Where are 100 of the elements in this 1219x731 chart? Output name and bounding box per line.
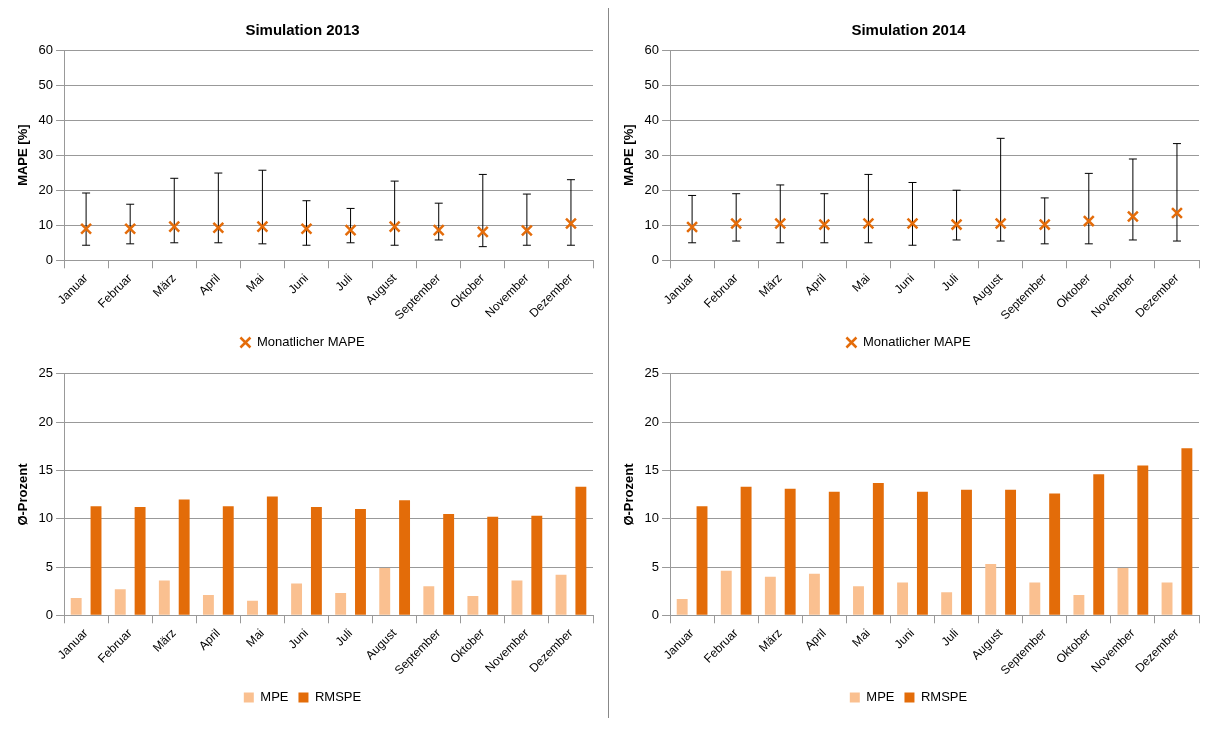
- y-tick-label: 30: [644, 146, 660, 162]
- y-tick-label: 20: [38, 181, 54, 197]
- point: [774, 217, 787, 230]
- bar: [1137, 465, 1149, 615]
- y-axis-title: MAPE [%]: [15, 124, 31, 186]
- y-tick-label: 50: [644, 76, 660, 92]
- bar: [158, 580, 170, 615]
- bar: [720, 570, 732, 615]
- x-tick-label: Mai: [849, 625, 873, 650]
- y-tick-label: 10: [644, 510, 660, 526]
- point: [256, 220, 269, 233]
- bar: [784, 488, 796, 615]
- point: [818, 218, 831, 231]
- bar: [202, 595, 214, 615]
- x-tick-label: Juli: [938, 625, 962, 649]
- point: [1082, 214, 1095, 228]
- point: [212, 221, 225, 234]
- y-axis-title: MAPE [%]: [621, 124, 637, 186]
- bar: [916, 491, 928, 615]
- y-tick-label: 20: [644, 413, 660, 429]
- y-axis-title: Ø-Prozent: [621, 462, 637, 526]
- point: [168, 220, 181, 233]
- bar: [828, 491, 840, 615]
- point: [520, 224, 534, 237]
- point: [476, 225, 489, 239]
- y-tick-label: 0: [45, 251, 54, 267]
- legend-label: RMSPE: [314, 689, 362, 705]
- bar: [764, 576, 776, 615]
- bar: [423, 586, 435, 615]
- y-tick-label: 40: [38, 111, 54, 127]
- bar: [575, 486, 587, 615]
- bar: [872, 482, 884, 615]
- bar: [310, 507, 322, 615]
- legend-label: Monatlicher MAPE: [256, 334, 365, 350]
- point: [862, 217, 875, 230]
- bar: [487, 516, 499, 615]
- y-tick-label: 60: [644, 41, 660, 57]
- y-tick-label: 10: [38, 216, 54, 232]
- y-tick-label: 0: [651, 606, 660, 622]
- bar: [531, 515, 543, 615]
- y-tick-label: 25: [644, 365, 660, 381]
- bar: [897, 582, 909, 615]
- bar: [808, 573, 820, 615]
- bar: [355, 509, 366, 615]
- bar: [1117, 567, 1129, 615]
- point: [388, 220, 401, 233]
- bar: [1181, 448, 1193, 615]
- point: [79, 222, 93, 235]
- bar: [178, 499, 190, 615]
- bar: [114, 589, 126, 615]
- point: [994, 217, 1007, 230]
- legend-label: MPE: [260, 689, 289, 705]
- x-tick-label: Juli: [332, 270, 356, 294]
- x-tick-label: Juli: [938, 270, 962, 294]
- bar: [1005, 489, 1017, 615]
- bar: [853, 586, 864, 615]
- point: [1038, 218, 1051, 231]
- bar: [70, 597, 82, 615]
- y-tick-label: 60: [38, 41, 54, 57]
- bar: [266, 496, 278, 615]
- y-tick-label: 20: [644, 181, 660, 197]
- bar: [134, 507, 146, 615]
- bar: [467, 595, 479, 615]
- point: [300, 222, 313, 235]
- bar: [555, 574, 567, 615]
- bar: [961, 489, 972, 615]
- point: [432, 223, 445, 237]
- bar: [985, 564, 997, 615]
- y-tick-label: 0: [45, 606, 54, 622]
- point: [344, 223, 357, 237]
- y-tick-label: 20: [38, 413, 54, 429]
- y-tick-label: 15: [38, 461, 54, 477]
- y-axis-title: Ø-Prozent: [15, 462, 31, 526]
- bar: [90, 506, 102, 615]
- x-tick-label: Mai: [243, 270, 267, 295]
- y-tick-label: 30: [38, 146, 54, 162]
- legend-label: MPE: [866, 689, 895, 705]
- y-tick-label: 40: [644, 111, 660, 127]
- bar: [511, 580, 523, 615]
- y-tick-label: 25: [38, 365, 54, 381]
- y-tick-label: 15: [644, 461, 660, 477]
- legend-label: RMSPE: [920, 689, 968, 705]
- y-tick-label: 10: [644, 216, 660, 232]
- bar: [379, 567, 391, 615]
- bar: [696, 506, 708, 615]
- x-tick-label: Mai: [849, 270, 873, 295]
- bar: [291, 583, 303, 615]
- bar: [740, 486, 752, 615]
- chart-title: Simulation 2013: [245, 21, 360, 39]
- x-tick-label: Mai: [243, 625, 267, 650]
- bar: [247, 600, 258, 615]
- bar: [1029, 582, 1041, 615]
- point: [906, 217, 919, 230]
- bar: [1073, 595, 1085, 615]
- chart-title: Simulation 2014: [851, 21, 967, 39]
- point: [685, 220, 699, 234]
- legend-label: Monatlicher MAPE: [862, 334, 971, 350]
- point: [1126, 210, 1140, 223]
- bar: [1049, 493, 1061, 615]
- bar: [443, 513, 455, 615]
